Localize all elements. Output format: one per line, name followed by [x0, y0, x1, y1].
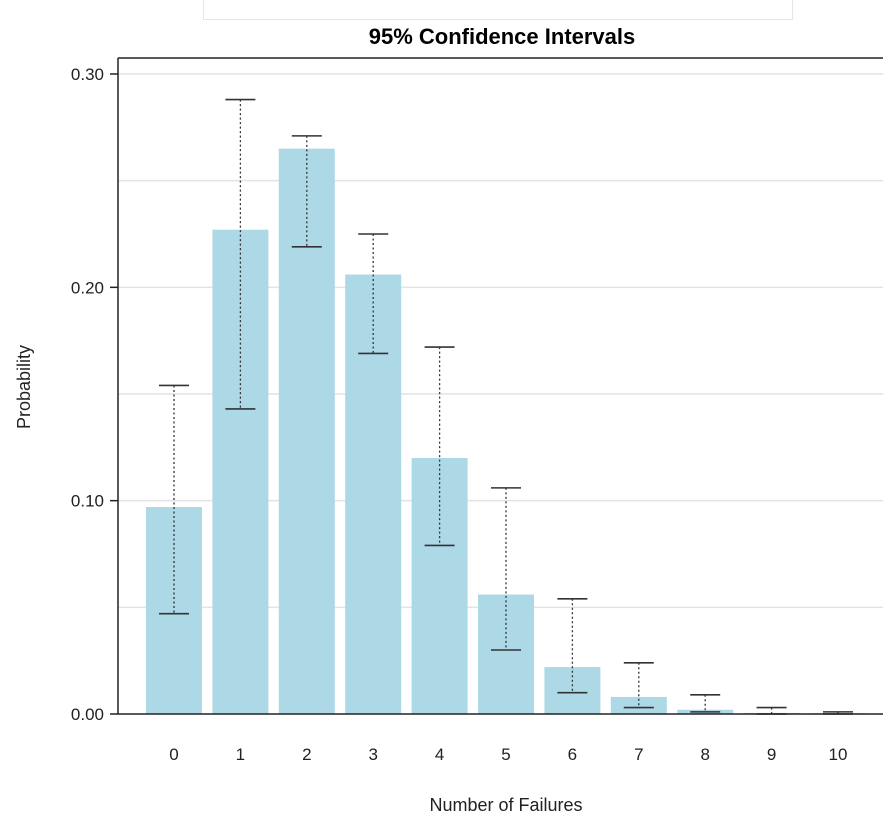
y-tick-label: 0.10 [71, 492, 104, 511]
x-tick-label: 9 [767, 745, 776, 764]
y-axis-label: Probability [14, 345, 34, 429]
x-tick-label: 7 [634, 745, 643, 764]
bar [478, 594, 534, 714]
x-tick-label: 3 [368, 745, 377, 764]
y-tick-label: 0.30 [71, 65, 104, 84]
x-tick-label: 1 [236, 745, 245, 764]
bar [212, 229, 269, 714]
error-bars-layer [159, 98, 853, 715]
y-tick-label: 0.20 [71, 278, 104, 297]
bar [345, 274, 402, 714]
x-tick-label: 2 [302, 745, 311, 764]
x-tick-label: 0 [169, 745, 178, 764]
x-tick-label: 4 [435, 745, 444, 764]
x-tick-label: 8 [700, 745, 709, 764]
top-strip [203, 0, 793, 20]
x-tick-label: 6 [568, 745, 577, 764]
axis-layer: 0.00 0.10 0.20 0.30 0 1 2 3 4 5 6 7 8 9 10 [71, 57, 883, 764]
x-tick-label: 10 [829, 745, 848, 764]
x-axis-label: Number of Failures [429, 795, 582, 815]
y-tick-label: 0.00 [71, 705, 104, 724]
bars-layer [146, 148, 866, 714]
bar [278, 148, 335, 714]
x-tick-label: 5 [501, 745, 510, 764]
chart-title: 95% Confidence Intervals [369, 24, 636, 49]
bar [610, 696, 667, 714]
